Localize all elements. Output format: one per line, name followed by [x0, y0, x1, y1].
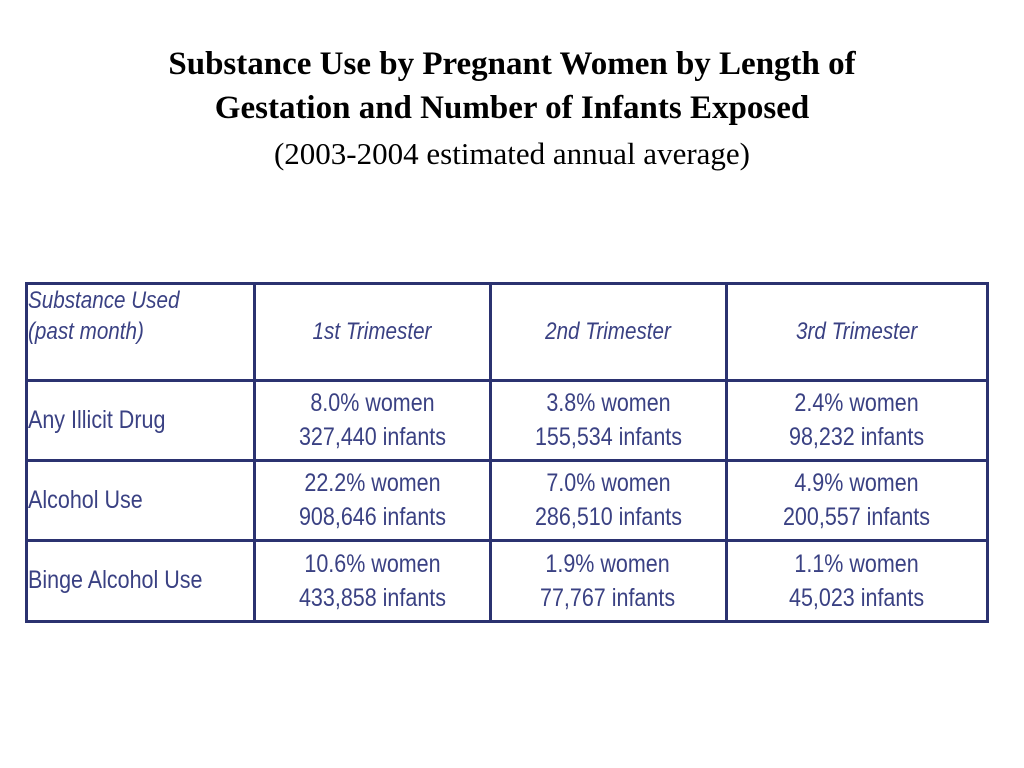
row-label: Binge Alcohol Use [28, 538, 224, 620]
substance-use-table: Substance Used (past month) 1st Trimeste… [28, 285, 986, 620]
women-percent: 1.9% women [545, 549, 671, 578]
table-cell: 8.0% women 327,440 infants [252, 378, 492, 462]
header-3rd-trimester: 3rd Trimester [742, 285, 968, 382]
table-header-row: Substance Used (past month) 1st Trimeste… [28, 285, 986, 382]
table-cell: 4.9% women 200,557 infants [724, 458, 986, 542]
table-cell: 7.0% women 286,510 infants [488, 458, 728, 542]
infants-count: 327,440 infants [298, 423, 446, 452]
table-row: Alcohol Use 22.2% women 908,646 infants … [28, 458, 986, 542]
women-percent: 1.1% women [794, 549, 919, 578]
women-percent: 8.0% women [309, 389, 435, 418]
infants-count: 98,232 infants [789, 423, 925, 452]
table-cell: 22.2% women 908,646 infants [252, 458, 492, 542]
table-row: Any Illicit Drug 8.0% women 327,440 infa… [28, 378, 986, 462]
subtitle: (2003-2004 estimated annual average) [273, 136, 750, 171]
title-line-2: Gestation and Number of Infants Exposed [214, 90, 810, 126]
header-substance-used: Substance Used (past month) [28, 285, 224, 382]
women-percent: 4.9% women [794, 469, 919, 498]
infants-count: 433,858 infants [298, 583, 446, 612]
infants-count: 200,557 infants [783, 503, 931, 532]
row-label: Alcohol Use [28, 458, 224, 542]
row-label: Any Illicit Drug [28, 378, 224, 462]
infants-count: 155,534 infants [534, 423, 682, 452]
women-percent: 2.4% women [794, 389, 919, 418]
header-substance-line-1: Substance Used [28, 287, 180, 314]
header-2nd-trimester: 2nd Trimester [505, 285, 711, 382]
table-cell: 2.4% women 98,232 infants [724, 378, 986, 462]
infants-count: 286,510 infants [534, 503, 682, 532]
infants-count: 908,646 infants [298, 503, 446, 532]
title-line-1: Substance Use by Pregnant Women by Lengt… [168, 46, 856, 82]
table-row: Binge Alcohol Use 10.6% women 433,858 in… [28, 538, 986, 620]
women-percent: 10.6% women [303, 549, 441, 578]
table-cell: 1.9% women 77,767 infants [488, 538, 728, 620]
women-percent: 3.8% women [545, 389, 671, 418]
infants-count: 45,023 infants [789, 583, 925, 612]
women-percent: 7.0% women [545, 469, 671, 498]
table-cell: 1.1% women 45,023 infants [724, 538, 986, 620]
header-1st-trimester: 1st Trimester [269, 285, 475, 382]
table-cell: 10.6% women 433,858 infants [252, 538, 492, 620]
slide-title: Substance Use by Pregnant Women by Lengt… [0, 42, 1024, 178]
header-substance-line-2: (past month) [28, 318, 144, 345]
table-cell: 3.8% women 155,534 infants [488, 378, 728, 462]
data-table-container: Substance Used (past month) 1st Trimeste… [25, 282, 989, 623]
women-percent: 22.2% women [303, 469, 441, 498]
infants-count: 77,767 infants [540, 583, 676, 612]
